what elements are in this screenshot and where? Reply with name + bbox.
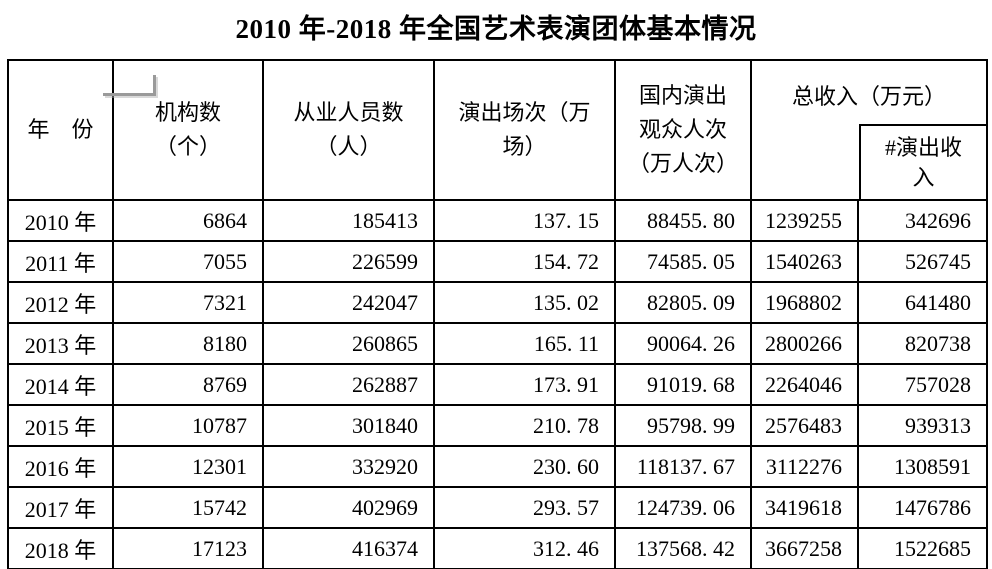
cell-year: 2017 年 <box>7 486 114 529</box>
cell-total-income: 1239255 <box>750 199 859 242</box>
cell-total-income: 2264046 <box>750 363 859 406</box>
table-row-2015: 2015 年 10787 301840 210. 78 95798. 99 25… <box>7 404 989 447</box>
subheader-performance-income: #演出收 入 <box>859 124 987 199</box>
cell-performances: 165. 11 <box>433 322 616 365</box>
cell-performances: 135. 02 <box>433 281 616 324</box>
art-troupes-table: 年 份 机构数 （个） 从业人员数 （人） 演出场次（万 场） 国内演出 观众人… <box>7 59 989 569</box>
table-row-2017: 2017 年 15742 402969 293. 57 124739. 06 3… <box>7 486 989 529</box>
cell-performances: 137. 15 <box>433 199 616 242</box>
subheader-performance-income-line2: 入 <box>912 164 935 190</box>
cell-audience: 95798. 99 <box>614 404 752 447</box>
cell-audience: 74585. 05 <box>614 240 752 283</box>
cell-audience: 118137. 67 <box>614 445 752 488</box>
cell-institutions: 15742 <box>112 486 264 529</box>
cell-employees: 185413 <box>262 199 435 242</box>
cell-performance-income: 939313 <box>856 404 989 447</box>
cell-institutions: 6864 <box>112 199 264 242</box>
cell-year: 2010 年 <box>7 199 114 242</box>
cell-total-income: 2576483 <box>750 404 859 447</box>
cell-performance-income: 820738 <box>856 322 989 365</box>
cell-institutions: 7321 <box>112 281 264 324</box>
cell-institutions: 8180 <box>112 322 264 365</box>
cell-performance-income: 757028 <box>856 363 989 406</box>
cell-performance-income: 1522685 <box>856 527 989 569</box>
header-performances-line2: 场） <box>502 134 547 159</box>
table-row-2018: 2018 年 17123 416374 312. 46 137568. 42 3… <box>7 527 989 569</box>
cell-total-income: 1968802 <box>750 281 859 324</box>
cell-year: 2013 年 <box>7 322 114 365</box>
cell-employees: 402969 <box>262 486 435 529</box>
header-audience-line1: 国内演出 <box>638 82 727 108</box>
header-total-income-label: 总收入（万元） <box>792 84 947 109</box>
cell-total-income: 3112276 <box>750 445 859 488</box>
subheader-performance-income-line1: #演出收 <box>885 134 963 160</box>
cell-performance-income: 342696 <box>856 199 989 242</box>
cell-employees: 260865 <box>262 322 435 365</box>
header-year: 年 份 <box>7 59 114 201</box>
table-body: 2010 年 6864 185413 137. 15 88455. 80 123… <box>7 199 989 569</box>
table-row-2014: 2014 年 8769 262887 173. 91 91019. 68 226… <box>7 363 989 406</box>
header-audience: 国内演出 观众人次 （万人次） <box>614 59 752 201</box>
cell-audience: 91019. 68 <box>614 363 752 406</box>
cell-employees: 416374 <box>262 527 435 569</box>
cell-total-income: 1540263 <box>750 240 859 283</box>
cell-performances: 173. 91 <box>433 363 616 406</box>
header-institutions-line2: （个） <box>154 134 221 159</box>
cell-employees: 301840 <box>262 404 435 447</box>
cell-institutions: 8769 <box>112 363 264 406</box>
cell-audience: 90064. 26 <box>614 322 752 365</box>
cell-performances: 230. 60 <box>433 445 616 488</box>
cell-total-income: 2800266 <box>750 322 859 365</box>
cell-year: 2018 年 <box>7 527 114 569</box>
cell-audience: 137568. 42 <box>614 527 752 569</box>
cell-year: 2016 年 <box>7 445 114 488</box>
cell-performances: 154. 72 <box>433 240 616 283</box>
header-audience-line2: 观众人次 <box>638 116 727 142</box>
table-row-2016: 2016 年 12301 332920 230. 60 118137. 67 3… <box>7 445 989 488</box>
cell-employees: 262887 <box>262 363 435 406</box>
cell-audience: 88455. 80 <box>614 199 752 242</box>
cell-institutions: 12301 <box>112 445 264 488</box>
cell-performances: 312. 46 <box>433 527 616 569</box>
header-audience-line3: （万人次） <box>627 151 738 177</box>
header-total-income: 总收入（万元） #演出收 入 <box>749 59 989 201</box>
cell-year: 2015 年 <box>7 404 114 447</box>
cell-performances: 210. 78 <box>433 404 616 447</box>
cell-total-income: 3419618 <box>750 486 859 529</box>
cell-institutions: 7055 <box>112 240 264 283</box>
cell-employees: 332920 <box>262 445 435 488</box>
table-row-2011: 2011 年 7055 226599 154. 72 74585. 05 154… <box>7 240 989 283</box>
cell-year: 2012 年 <box>7 281 114 324</box>
header-row: 年 份 机构数 （个） 从业人员数 （人） 演出场次（万 场） 国内演出 观众人… <box>7 59 989 201</box>
header-employees-line2: （人） <box>315 134 382 159</box>
cell-total-income: 3667258 <box>750 527 859 569</box>
table-row-2013: 2013 年 8180 260865 165. 11 90064. 26 280… <box>7 322 989 365</box>
cell-institutions: 17123 <box>112 527 264 569</box>
cell-performances: 293. 57 <box>433 486 616 529</box>
subheader-performance-income-label: #演出收 入 <box>885 133 962 193</box>
cell-employees: 242047 <box>262 281 435 324</box>
table-header: 年 份 机构数 （个） 从业人员数 （人） 演出场次（万 场） 国内演出 观众人… <box>7 59 989 201</box>
cell-performance-income: 641480 <box>856 281 989 324</box>
header-institutions: 机构数 （个） <box>112 59 264 201</box>
page-title: 2010 年-2018 年全国艺术表演团体基本情况 <box>235 14 757 44</box>
cell-year: 2011 年 <box>7 240 114 283</box>
cell-audience: 124739. 06 <box>614 486 752 529</box>
cell-performance-income: 1476786 <box>856 486 989 529</box>
cell-audience: 82805. 09 <box>614 281 752 324</box>
header-employees: 从业人员数 （人） <box>262 59 435 201</box>
header-performances: 演出场次（万 场） <box>433 59 616 201</box>
cell-employees: 226599 <box>262 240 435 283</box>
table-row-2012: 2012 年 7321 242047 135. 02 82805. 09 196… <box>7 281 989 324</box>
cell-institutions: 10787 <box>112 404 264 447</box>
header-employees-line1: 从业人员数 <box>293 99 404 125</box>
header-institutions-line1: 机构数 <box>154 99 221 125</box>
header-performances-line1: 演出场次（万 <box>458 99 591 125</box>
cell-performance-income: 526745 <box>856 240 989 283</box>
table-row-2010: 2010 年 6864 185413 137. 15 88455. 80 123… <box>7 199 989 242</box>
cell-year: 2014 年 <box>7 363 114 406</box>
cell-performance-income: 1308591 <box>856 445 989 488</box>
